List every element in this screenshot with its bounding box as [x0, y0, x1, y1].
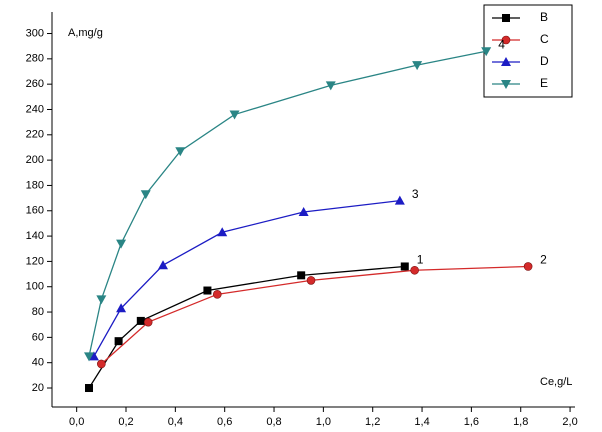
- marker: [523, 262, 533, 271]
- legend-box: [483, 4, 573, 98]
- y-tick-label: 280: [26, 53, 44, 65]
- marker: [88, 351, 99, 361]
- y-tick-label: 300: [26, 27, 44, 39]
- x-tick-label: 1,8: [513, 416, 528, 428]
- series-line: [93, 199, 400, 357]
- legend-marker: [502, 14, 510, 22]
- x-tick-label: 0,0: [69, 416, 84, 428]
- marker: [481, 47, 492, 57]
- y-tick-label: 40: [32, 357, 44, 369]
- marker: [298, 207, 309, 217]
- marker: [412, 61, 423, 71]
- x-tick-label: 2,0: [562, 416, 577, 428]
- x-axis-label: Ce,g/L: [540, 376, 572, 388]
- y-tick-label: 140: [26, 230, 44, 242]
- y-tick-label: 20: [32, 382, 44, 394]
- x-tick-label: 0,2: [118, 416, 133, 428]
- y-tick-label: 120: [26, 255, 44, 267]
- x-tick-label: 0,8: [266, 416, 281, 428]
- marker: [97, 359, 106, 369]
- y-tick-label: 60: [32, 331, 44, 343]
- marker: [212, 290, 222, 299]
- marker: [136, 316, 145, 325]
- marker: [325, 81, 336, 91]
- marker: [143, 317, 153, 327]
- marker: [217, 227, 228, 237]
- marker: [410, 265, 419, 275]
- marker: [96, 295, 107, 305]
- y-tick-label: 80: [32, 306, 44, 318]
- legend-marker: [501, 57, 511, 66]
- y-tick-label: 240: [26, 103, 44, 115]
- series-annotation: 3: [412, 187, 419, 201]
- x-tick-label: 0,6: [217, 416, 232, 428]
- legend-marker: [501, 80, 511, 89]
- series-annotation: 4: [498, 37, 505, 51]
- y-tick-label: 160: [26, 205, 44, 217]
- marker: [84, 352, 95, 362]
- series-annotation: 2: [540, 253, 547, 267]
- y-tick-label: 200: [26, 154, 44, 166]
- marker: [116, 239, 127, 249]
- legend-marker: [501, 35, 511, 45]
- legend-label: C: [540, 32, 549, 46]
- marker: [229, 110, 240, 120]
- legend-label: B: [540, 10, 548, 24]
- marker: [175, 147, 186, 157]
- x-tick-label: 0,4: [168, 416, 183, 428]
- marker: [203, 286, 212, 295]
- x-tick-label: 1,4: [414, 416, 429, 428]
- y-tick-label: 260: [26, 78, 44, 90]
- marker: [394, 195, 405, 205]
- x-tick-label: 1,0: [316, 416, 331, 428]
- marker: [114, 337, 123, 346]
- y-tick-label: 180: [26, 179, 44, 191]
- marker: [85, 384, 94, 393]
- y-axis-label: A,mg/g: [68, 27, 103, 39]
- marker: [400, 262, 409, 271]
- y-tick-label: 100: [26, 281, 44, 293]
- marker: [140, 190, 151, 200]
- series-annotation: 1: [417, 253, 424, 267]
- marker: [158, 260, 169, 270]
- marker: [116, 303, 127, 313]
- marker: [306, 276, 316, 285]
- marker: [297, 271, 306, 280]
- legend-label: D: [540, 54, 549, 68]
- x-tick-label: 1,2: [365, 416, 380, 428]
- x-tick-label: 1,6: [464, 416, 479, 428]
- legend-label: E: [540, 76, 548, 90]
- series-line: [88, 265, 405, 389]
- series-line: [100, 265, 529, 365]
- y-tick-label: 220: [26, 129, 44, 141]
- series-line: [88, 50, 487, 357]
